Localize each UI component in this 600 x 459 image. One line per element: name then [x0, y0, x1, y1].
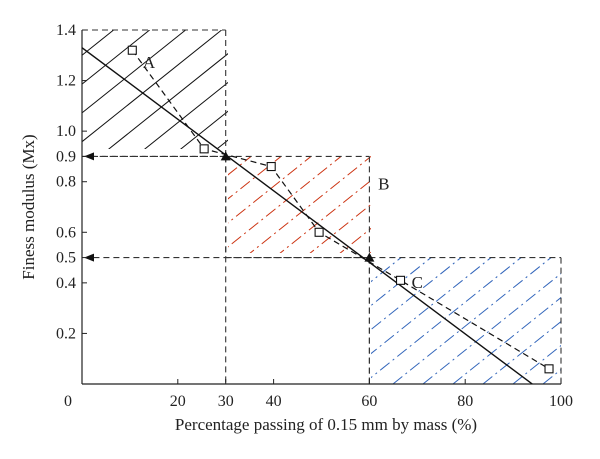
hatch-line	[82, 30, 150, 85]
hatch-line	[280, 30, 438, 156]
region-labels: A B C	[143, 53, 423, 292]
y-axis-title: Finess modulus (Mx)	[19, 134, 38, 279]
y-tick-label: 0.6	[56, 224, 76, 241]
data-point-square	[127, 45, 137, 55]
y-tick-label: 0.8	[56, 174, 76, 191]
hatch-line	[180, 110, 228, 149]
region-label-a: A	[143, 53, 156, 72]
data-point-square	[395, 275, 406, 285]
hatch-line	[452, 296, 561, 384]
region-label-c: C	[412, 273, 423, 292]
hatch-line	[144, 81, 228, 149]
region-hatching	[82, 30, 600, 384]
x-tick-label: 20	[170, 393, 186, 410]
x-tick-label: 0	[64, 393, 72, 410]
hatch-line	[228, 156, 252, 176]
hatch-line	[108, 53, 228, 149]
hatch-line	[482, 320, 561, 384]
hatch-line	[512, 344, 561, 384]
y-tick-label: 0.2	[56, 325, 76, 342]
data-point-square	[314, 227, 324, 237]
hatch-line	[371, 257, 522, 379]
hatch-line	[395, 156, 521, 257]
hatch-line	[573, 258, 600, 384]
series-dashed-line	[131, 49, 550, 370]
x-tick-label: 80	[457, 393, 473, 410]
hatch-line	[249, 156, 371, 253]
hatch-line	[244, 30, 402, 156]
x-axis-title: Percentage passing of 0.15 mm by mass (%…	[175, 415, 477, 434]
hatch-line	[216, 139, 228, 149]
hatch-line	[228, 156, 282, 200]
region-a-hatch	[82, 30, 510, 156]
hatch-line	[371, 257, 462, 331]
data-point-square	[266, 161, 276, 172]
y-tick-label: 0.9	[56, 148, 76, 165]
y-tick-label: 0.4	[56, 275, 76, 292]
data-point-square	[544, 364, 554, 374]
hatch-line	[371, 257, 402, 283]
x-tick-label: 100	[549, 393, 573, 410]
y-tick-label: 1.4	[56, 22, 76, 39]
hatch-line	[369, 251, 371, 253]
region-boundaries	[82, 29, 562, 385]
region-label-b: B	[378, 174, 389, 193]
hatch-line	[228, 156, 342, 248]
hatch-line	[279, 179, 371, 253]
region-c-hatch	[371, 257, 600, 384]
hatch-line	[352, 30, 510, 156]
hatch-line	[455, 156, 581, 257]
hatch-line	[82, 30, 186, 114]
y-tick-label: 1.2	[56, 73, 76, 90]
region-b-hatch	[228, 156, 581, 257]
data-point-triangle	[220, 151, 231, 161]
data-point-square	[199, 144, 209, 154]
tick-labels: 0.2 0.4 0.5 0.6 0.8 0.9 1.0 1.2 1.4 0 20 30 40 60 80 10…	[56, 22, 573, 410]
x-tick-label: 60	[361, 393, 377, 410]
series-layer	[127, 45, 554, 374]
data-point-triangle	[364, 252, 375, 262]
hatch-line	[425, 156, 551, 257]
hatch-line	[309, 203, 371, 253]
hatch-line	[316, 30, 474, 156]
hatch-line	[422, 272, 561, 384]
x-tick-label: 40	[266, 393, 282, 410]
hatch-line	[392, 257, 552, 384]
y-tick-label: 0.5	[56, 250, 76, 267]
axes	[81, 29, 562, 385]
reference-arrowhead	[84, 152, 94, 161]
hatch-line	[339, 227, 371, 253]
x-tick-label: 30	[218, 393, 234, 410]
reference-arrowhead	[84, 253, 94, 262]
y-tick-label: 1.0	[56, 123, 76, 140]
hatch-line	[228, 156, 312, 224]
hatch-line	[371, 257, 432, 307]
